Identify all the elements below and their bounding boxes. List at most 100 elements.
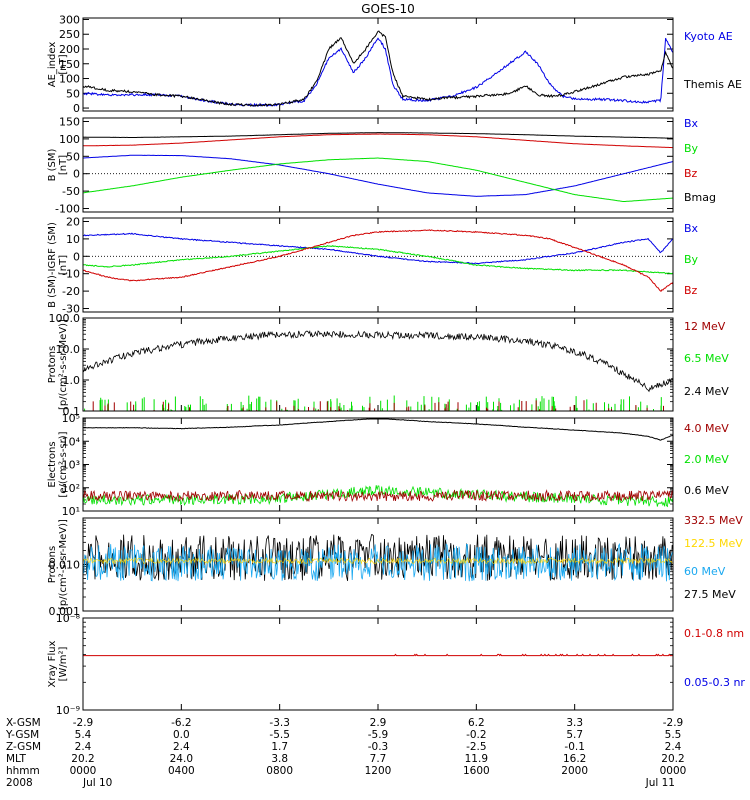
y-axis-label: Xray Flux bbox=[47, 640, 58, 687]
axis-row-value: 0000 bbox=[660, 765, 687, 777]
legend-label: 0.1-0.8 nm bbox=[684, 627, 744, 640]
series-line-2-4-mev bbox=[82, 330, 674, 393]
series-line-60-mev bbox=[82, 542, 674, 582]
axis-row-value: -6.2 bbox=[171, 717, 192, 729]
y-tick-label: 10⁴ bbox=[62, 435, 81, 448]
y-tick-label: 20 bbox=[66, 215, 80, 228]
y-tick-label: -20 bbox=[62, 285, 80, 298]
y-tick-label: 200 bbox=[59, 43, 80, 56]
y-tick-label: 10¹ bbox=[62, 505, 80, 518]
series-line-bz bbox=[83, 133, 673, 149]
axis-row-value: Jul 10 bbox=[82, 777, 112, 789]
axis-row-value: -5.5 bbox=[269, 729, 290, 741]
bottom-axis-table: X-GSM -2.9 -6.2 -3.3 2.9 6.2 3.3 -2.9 Y-GSM 5.4 0.… bbox=[5, 717, 686, 789]
y-axis-label: [nT] bbox=[58, 54, 69, 74]
axis-row-value: 0000 bbox=[70, 765, 97, 777]
axis-row-value: -5.9 bbox=[368, 729, 389, 741]
axis-row-value: 1.7 bbox=[271, 741, 288, 753]
series-line-0-6-mev bbox=[82, 418, 674, 441]
legend-label: 4.0 MeV bbox=[684, 422, 729, 435]
y-tick-label: 10⁻⁸ bbox=[56, 612, 81, 625]
axis-row-value: 11.9 bbox=[465, 753, 488, 765]
axis-row-value: 24.0 bbox=[170, 753, 193, 765]
axis-row-value: 20.2 bbox=[661, 753, 684, 765]
legend-label: Bx bbox=[684, 117, 699, 130]
axis-row-label: Y-GSM bbox=[5, 729, 39, 741]
y-tick-label: 10⁻⁹ bbox=[56, 704, 80, 717]
y-tick-label: -30 bbox=[62, 303, 80, 316]
y-tick-label: 10² bbox=[62, 482, 80, 495]
chart-title: GOES-10 bbox=[361, 2, 415, 16]
y-axis-label: [nT] bbox=[58, 255, 69, 275]
y-axis-label: [W/m²] bbox=[58, 646, 69, 681]
y-axis-label: [p/(cm²-s-sr-MeV)] bbox=[58, 319, 69, 410]
y-tick-label: 100.0 bbox=[49, 312, 81, 325]
panel-frame bbox=[82, 417, 674, 512]
axis-row-value: 2.4 bbox=[75, 741, 92, 753]
panel-frame bbox=[82, 517, 674, 612]
y-tick-label: -10 bbox=[62, 268, 80, 281]
y-axis-label: B (SM) bbox=[47, 148, 58, 181]
panel-frame bbox=[82, 317, 674, 412]
y-tick-label: 0.010 bbox=[49, 559, 81, 572]
axis-row-value: 5.5 bbox=[665, 729, 682, 741]
legend-label: 332.5 MeV bbox=[684, 514, 743, 527]
axis-row-value: -3.3 bbox=[269, 717, 290, 729]
panel-frame bbox=[82, 117, 674, 213]
series-line-themis-ae bbox=[82, 30, 674, 107]
y-tick-label: 150 bbox=[59, 58, 80, 71]
axis-row-value: -0.2 bbox=[466, 729, 487, 741]
axis-row-label: MLT bbox=[6, 753, 26, 765]
legend-label: 0.6 MeV bbox=[684, 484, 729, 497]
legend-label: 2.4 MeV bbox=[684, 385, 729, 398]
panel-prot1: 0.1 1.0 10.0 100.0 Protons [p/(cm²-s-sr-MeV)]… bbox=[47, 312, 729, 418]
legend-label: Bz bbox=[684, 284, 698, 297]
series-group bbox=[82, 30, 674, 108]
y-axis-label: Protons bbox=[47, 546, 58, 583]
series-line-bx bbox=[83, 154, 674, 197]
panel-elec: 10¹ 10² 10³ 10⁴ 10⁵ Electrons [e/(cm²-s-sr)] 4.… bbox=[47, 412, 729, 518]
axis-row-value: Jul 11 bbox=[645, 777, 675, 789]
axis-row-value: 2.9 bbox=[370, 717, 387, 729]
y-tick-label: 250 bbox=[59, 28, 80, 41]
y-axis-label: Protons bbox=[47, 346, 58, 383]
y-tick-label: 0 bbox=[73, 102, 80, 115]
y-tick-label: 50 bbox=[66, 87, 80, 100]
y-tick-label: 10⁵ bbox=[62, 412, 80, 425]
axis-row-value: 0.0 bbox=[173, 729, 190, 741]
panel-frame bbox=[82, 17, 674, 112]
y-axis-label: B (SM)-IGRF (SM) bbox=[47, 222, 58, 308]
axis-row-value: 2.4 bbox=[173, 741, 190, 753]
y-tick-label: 0 bbox=[73, 168, 80, 181]
legend-label: 122.5 MeV bbox=[684, 537, 743, 550]
y-tick-label: 10³ bbox=[62, 459, 80, 472]
legend-label: Kyoto AE bbox=[684, 30, 733, 43]
y-tick-label: -100 bbox=[55, 203, 80, 216]
legend-label: Bx bbox=[684, 222, 699, 235]
axis-row-value: -0.1 bbox=[564, 741, 585, 753]
axis-row-label: hhmm bbox=[6, 765, 40, 777]
axis-row-value: -0.3 bbox=[368, 741, 389, 753]
series-group bbox=[82, 534, 674, 582]
y-tick-label: 100 bbox=[59, 133, 80, 146]
series-spikes-12-mev bbox=[92, 400, 664, 411]
axis-row-value: 2.4 bbox=[665, 741, 682, 753]
y-tick-label: 150 bbox=[59, 115, 80, 128]
panel-frame bbox=[82, 617, 674, 711]
series-line-122-5-mev bbox=[82, 556, 673, 565]
y-tick-label: -50 bbox=[62, 185, 80, 198]
series-group bbox=[82, 418, 674, 508]
axis-row-value: 20.2 bbox=[71, 753, 94, 765]
legend-label: 2.0 MeV bbox=[684, 453, 729, 466]
legend-label: Bmag bbox=[684, 191, 716, 204]
y-axis-label: [nT] bbox=[58, 155, 69, 175]
axis-row-value: 0800 bbox=[266, 765, 293, 777]
legend-label: 12 MeV bbox=[684, 320, 726, 333]
series-line-bx bbox=[82, 232, 674, 265]
axis-row-value: -2.5 bbox=[466, 741, 487, 753]
axis-row-value: 3.8 bbox=[271, 753, 288, 765]
axis-row-value: 6.2 bbox=[468, 717, 485, 729]
